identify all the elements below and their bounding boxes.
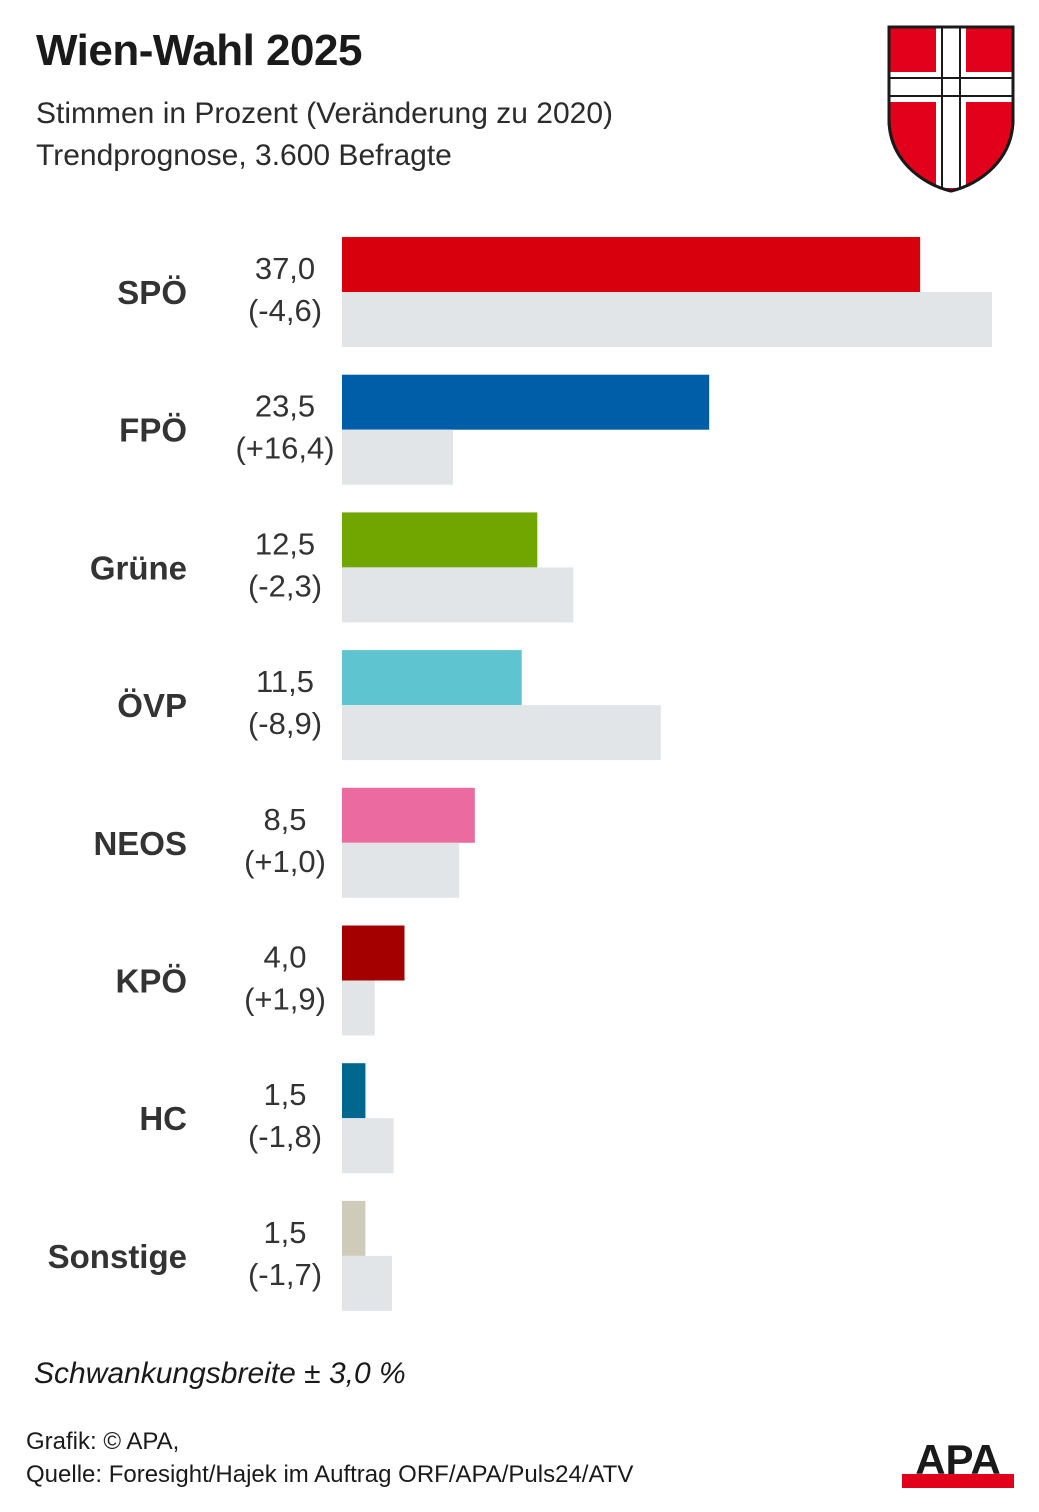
category-label-1: FPÖ <box>119 412 187 449</box>
bar-2020-2 <box>342 567 574 623</box>
change-label-6: (-1,8) <box>248 1119 322 1154</box>
bar-2025-7 <box>342 1200 366 1256</box>
bar-2025-0 <box>342 237 921 292</box>
bar-2020-5 <box>342 980 375 1036</box>
category-label-4: NEOS <box>93 825 187 862</box>
svg-text:APA: APA <box>915 1438 1001 1483</box>
vienna-coat-of-arms-icon <box>887 25 1015 193</box>
value-label-5: 4,0 <box>263 940 306 975</box>
bar-2025-1 <box>342 374 710 430</box>
margin-of-error-note: Schwankungsbreite ± 3,0 % <box>34 1357 406 1390</box>
category-label-0: SPÖ <box>117 274 187 311</box>
chart-subtitle-line-1: Stimmen in Prozent (Veränderung zu 2020) <box>36 97 613 130</box>
value-label-0: 37,0 <box>255 251 315 286</box>
bar-2025-2 <box>342 512 538 568</box>
bar-2020-4 <box>342 842 460 898</box>
value-label-2: 12,5 <box>255 526 315 561</box>
graphic-credit: Grafik: © APA, <box>26 1428 180 1455</box>
bar-2020-7 <box>342 1255 392 1311</box>
category-label-3: ÖVP <box>117 687 187 724</box>
bar-2025-6 <box>342 1063 366 1119</box>
change-label-2: (-2,3) <box>248 568 322 603</box>
category-label-2: Grüne <box>90 549 187 586</box>
change-label-7: (-1,7) <box>248 1257 322 1292</box>
chart-title: Wien-Wahl 2025 <box>36 26 362 75</box>
category-label-5: KPÖ <box>115 963 187 1000</box>
chart-subtitle-line-2: Trendprognose, 3.600 Befragte <box>36 139 452 172</box>
value-label-3: 11,5 <box>256 664 314 699</box>
source-credit: Quelle: Foresight/Hajek im Auftrag ORF/A… <box>26 1461 634 1488</box>
bar-2025-3 <box>342 650 522 706</box>
apa-logo: APA <box>902 1438 1014 1488</box>
value-label-4: 8,5 <box>263 802 306 837</box>
value-label-7: 1,5 <box>263 1215 306 1250</box>
bar-2020-1 <box>342 429 453 485</box>
bar-2020-0 <box>342 292 992 347</box>
change-label-0: (-4,6) <box>248 293 322 328</box>
category-label-6: HC <box>139 1100 187 1137</box>
bar-2025-5 <box>342 925 405 981</box>
change-label-3: (-8,9) <box>248 706 322 741</box>
change-label-1: (+16,4) <box>235 431 334 466</box>
category-label-7: Sonstige <box>48 1238 187 1275</box>
value-label-1: 23,5 <box>255 389 315 424</box>
bar-2025-4 <box>342 787 475 843</box>
change-label-5: (+1,9) <box>244 982 326 1017</box>
bar-2020-6 <box>342 1118 394 1174</box>
change-label-4: (+1,0) <box>244 844 326 879</box>
bar-2020-3 <box>342 705 661 761</box>
value-label-6: 1,5 <box>263 1077 306 1112</box>
